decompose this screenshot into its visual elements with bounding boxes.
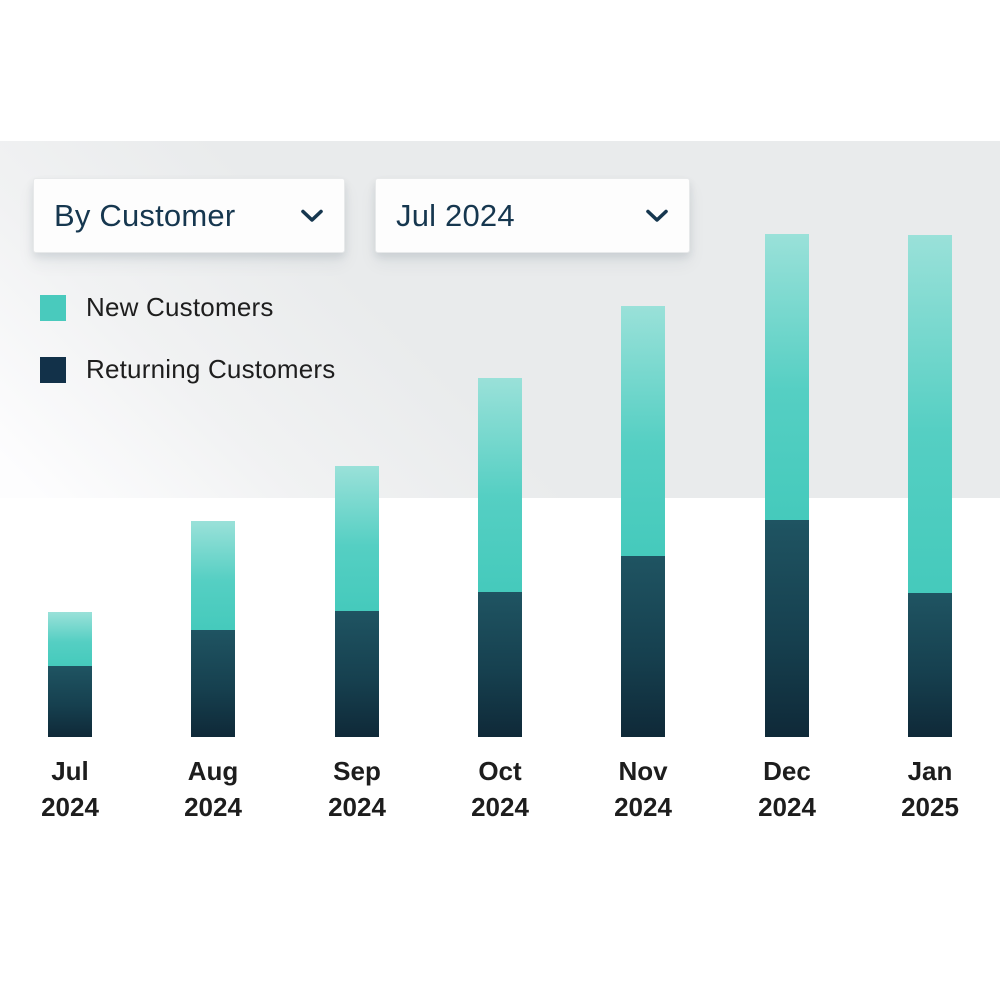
- legend-item-new-customers: New Customers: [40, 292, 335, 323]
- returning-customers-swatch: [40, 356, 66, 383]
- legend: New Customers Returning Customers: [40, 292, 335, 385]
- x-axis-label-dec-2024: Dec 2024: [758, 756, 816, 822]
- bar-aug-2024: Aug 2024: [184, 521, 242, 822]
- bar-segment-new-customers-oct-2024[interactable]: [478, 378, 522, 592]
- bar-segment-new-customers-sep-2024[interactable]: [335, 466, 379, 611]
- x-axis-label-oct-2024: Oct 2024: [471, 756, 529, 822]
- bar-oct-2024: Oct 2024: [471, 378, 529, 822]
- bar-segment-returning-customers-dec-2024[interactable]: [765, 520, 809, 737]
- bar-segment-new-customers-dec-2024[interactable]: [765, 234, 809, 520]
- group-by-selected-value: By Customer: [54, 197, 236, 233]
- legend-item-returning-customers: Returning Customers: [40, 354, 335, 385]
- group-by-dropdown[interactable]: By Customer: [33, 178, 345, 253]
- bar-segment-returning-customers-jan-2025[interactable]: [908, 593, 952, 737]
- bar-segment-new-customers-jul-2024[interactable]: [48, 612, 92, 666]
- bar-segment-new-customers-aug-2024[interactable]: [191, 521, 235, 630]
- bar-segment-returning-customers-aug-2024[interactable]: [191, 630, 235, 737]
- x-axis-label-jan-2025: Jan 2025: [901, 756, 959, 822]
- legend-label: Returning Customers: [86, 354, 336, 384]
- bar-segment-returning-customers-jul-2024[interactable]: [48, 666, 92, 737]
- bar-jul-2024: Jul 2024: [41, 612, 99, 822]
- x-axis-label-sep-2024: Sep 2024: [328, 756, 386, 822]
- period-dropdown[interactable]: Jul 2024: [375, 178, 690, 253]
- bar-nov-2024: Nov 2024: [614, 306, 672, 822]
- bar-segment-returning-customers-oct-2024[interactable]: [478, 592, 522, 737]
- bar-dec-2024: Dec 2024: [758, 234, 816, 822]
- bar-jan-2025: Jan 2025: [901, 235, 959, 822]
- x-axis-label-aug-2024: Aug 2024: [184, 756, 242, 822]
- legend-label: New Customers: [86, 292, 274, 322]
- bar-segment-new-customers-jan-2025[interactable]: [908, 235, 952, 593]
- period-selected-value: Jul 2024: [396, 197, 515, 233]
- new-customers-swatch: [40, 294, 66, 321]
- bar-sep-2024: Sep 2024: [328, 466, 386, 822]
- chevron-down-icon: [645, 209, 669, 223]
- x-axis-label-jul-2024: Jul 2024: [41, 756, 99, 822]
- bar-segment-new-customers-nov-2024[interactable]: [621, 306, 665, 556]
- bar-segment-returning-customers-nov-2024[interactable]: [621, 556, 665, 737]
- chevron-down-icon: [300, 209, 324, 223]
- x-axis-label-nov-2024: Nov 2024: [614, 756, 672, 822]
- bar-segment-returning-customers-sep-2024[interactable]: [335, 611, 379, 737]
